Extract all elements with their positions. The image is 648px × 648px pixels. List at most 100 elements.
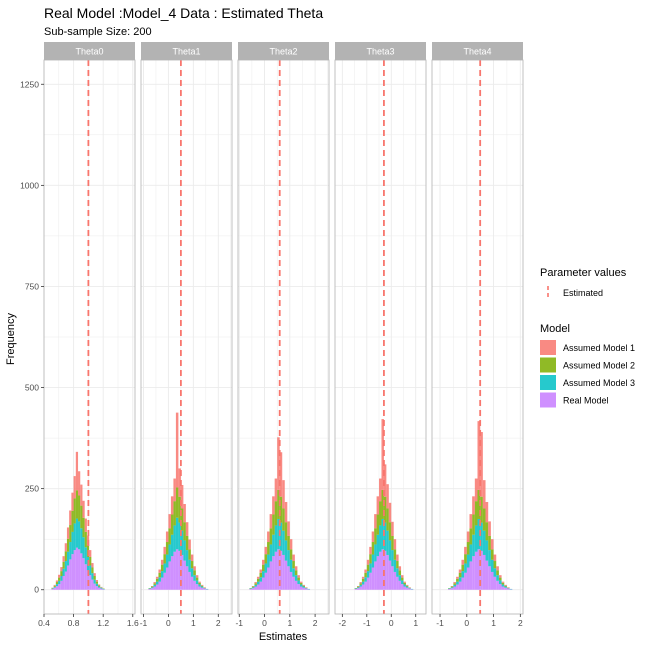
histogram-bar	[302, 587, 305, 590]
histogram-bar	[58, 584, 61, 590]
histogram-bar	[180, 485, 184, 509]
histogram-bar	[84, 547, 87, 565]
histogram-bar	[188, 549, 191, 560]
histogram-bar	[292, 568, 295, 577]
histogram-bar	[200, 584, 204, 586]
histogram-bar	[80, 553, 83, 590]
histogram-bar	[150, 588, 154, 590]
histogram-bar	[453, 586, 457, 590]
histogram-bar	[66, 527, 70, 539]
facet-strip	[335, 42, 426, 60]
histogram-bar	[60, 567, 63, 572]
histogram-bar	[73, 523, 76, 551]
histogram-bar	[458, 581, 462, 590]
histogram-bar	[504, 585, 507, 587]
histogram-bar	[456, 576, 459, 579]
legend: Parameter values Estimated Model Assumed…	[540, 267, 635, 408]
histogram-bar	[60, 571, 63, 576]
histogram-bar	[55, 586, 59, 590]
histogram-bar	[89, 550, 92, 557]
histogram-bar	[64, 571, 67, 590]
histogram-bar	[284, 540, 288, 561]
histogram-bar	[269, 514, 273, 529]
histogram-bar	[490, 539, 494, 550]
histogram-bar	[274, 478, 278, 502]
histogram-bar	[100, 587, 103, 589]
facet-strip	[238, 42, 329, 60]
histogram-bar	[254, 584, 257, 587]
histogram-bar	[163, 572, 166, 590]
histogram-bar	[496, 570, 499, 576]
histogram-bar	[254, 583, 257, 585]
legend-swatch-real-model	[540, 392, 556, 408]
histogram-bar	[401, 580, 404, 585]
histogram-bar	[287, 550, 290, 567]
histogram-bar	[84, 564, 87, 590]
histogram-bar	[477, 518, 481, 550]
histogram-bar	[251, 587, 255, 589]
histogram-bar	[272, 556, 275, 590]
histogram-bar	[493, 568, 497, 577]
histogram-bar	[299, 584, 303, 587]
histogram-bar	[73, 498, 76, 524]
x-tick-label: -1	[235, 618, 243, 628]
histogram-bar	[388, 560, 392, 590]
histogram-bar	[366, 577, 370, 590]
histogram-bar	[361, 581, 365, 585]
histogram-bar	[264, 546, 268, 555]
histogram-bar	[185, 522, 189, 536]
histogram-bar	[251, 586, 255, 588]
histogram-bar	[160, 571, 164, 578]
histogram-bar	[259, 569, 263, 573]
histogram-bar	[262, 564, 265, 572]
histogram-bar	[153, 584, 156, 587]
histogram-bar	[386, 530, 389, 555]
histogram-bar	[369, 563, 372, 573]
histogram-bar	[89, 565, 92, 576]
histogram-bar	[453, 583, 457, 585]
histogram-bar	[496, 575, 499, 581]
histogram-bar	[383, 464, 387, 497]
histogram-bar	[379, 525, 382, 552]
facet-strip	[44, 42, 135, 60]
histogram-bar	[381, 419, 384, 490]
panel-border	[334, 59, 427, 615]
histogram-bar	[472, 496, 475, 515]
histogram-bar	[175, 412, 179, 488]
histogram-bar	[163, 554, 166, 564]
histogram-bar	[98, 585, 101, 587]
histogram-bar	[175, 487, 179, 518]
histogram-bar	[51, 588, 54, 590]
histogram-bar	[374, 544, 377, 562]
histogram-bar	[150, 586, 154, 588]
histogram-bar	[93, 583, 96, 590]
histogram-bar	[195, 575, 199, 578]
histogram-bar	[251, 588, 255, 590]
histogram-bar	[485, 560, 489, 590]
histogram-bar	[279, 452, 283, 497]
histogram-bar	[386, 508, 389, 531]
histogram-bar	[458, 572, 462, 578]
histogram-bar	[357, 587, 360, 589]
histogram-bar	[357, 586, 360, 588]
histogram-bar	[287, 535, 290, 551]
histogram-bar	[55, 584, 59, 587]
histogram-bar	[469, 561, 473, 590]
histogram-bar	[482, 480, 486, 509]
histogram-bar	[185, 550, 189, 567]
histogram-bar	[294, 580, 298, 590]
histogram-bar	[170, 556, 174, 590]
histogram-bar	[62, 568, 65, 576]
histogram-bar	[371, 554, 375, 568]
panel-theta3: Theta3 -2 -1 0 1	[334, 42, 427, 628]
histogram-bar	[405, 585, 409, 587]
histogram-bar	[366, 564, 370, 572]
histogram-bar	[302, 584, 305, 586]
y-tick-label: 250	[25, 484, 39, 494]
histogram-bar	[200, 585, 204, 587]
histogram-bar	[259, 581, 263, 590]
histogram-bar	[396, 568, 399, 577]
x-tick-label: 0	[262, 618, 267, 628]
histogram-bar	[267, 542, 270, 555]
